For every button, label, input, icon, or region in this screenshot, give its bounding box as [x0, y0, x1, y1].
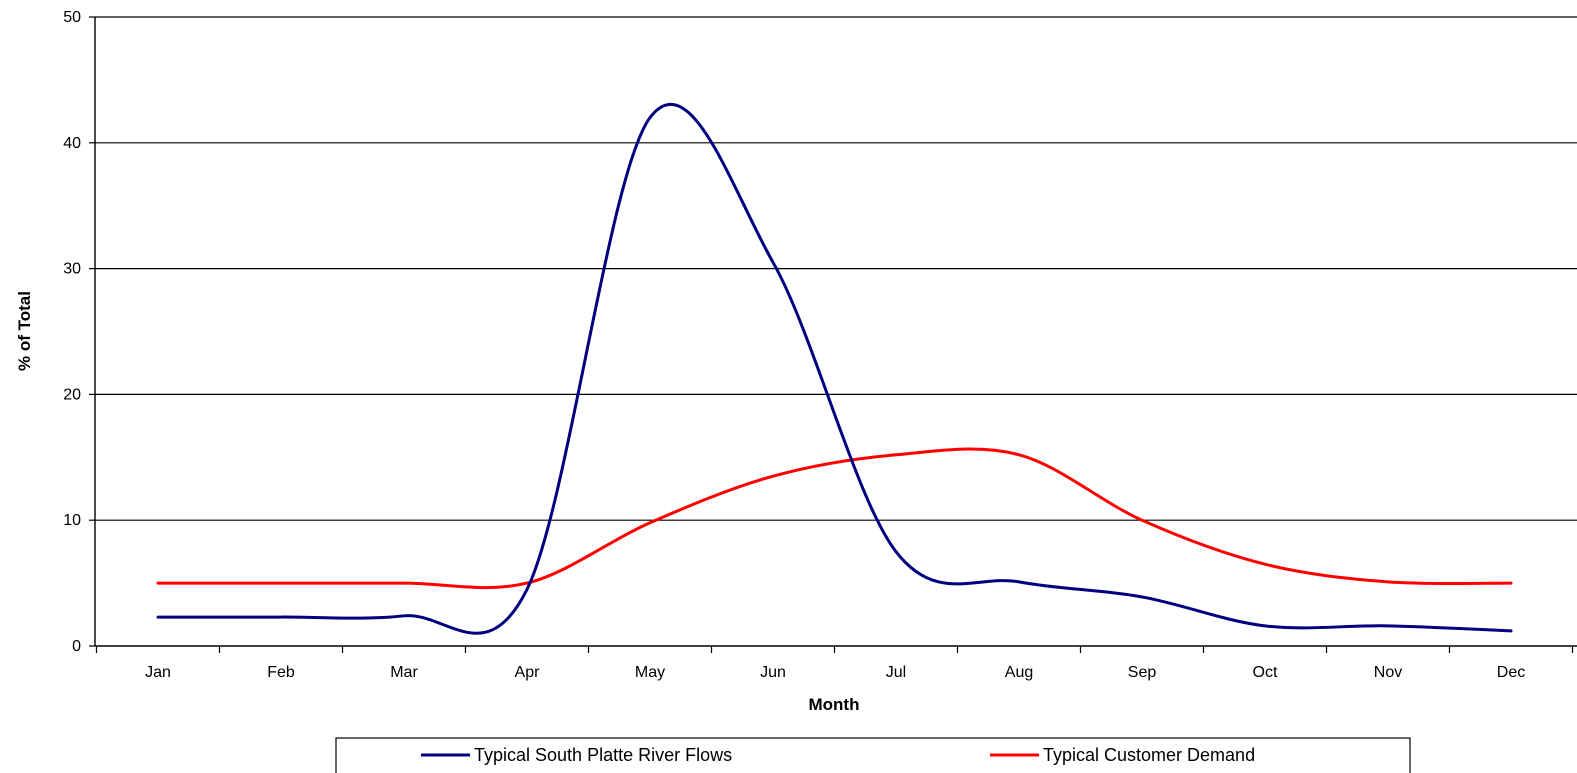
x-tick-label: Jun — [760, 664, 786, 681]
series-line-river-flows — [156, 102, 1513, 635]
x-tick-label: May — [635, 664, 665, 681]
x-tick-label: Apr — [515, 664, 541, 681]
y-tick-label: 20 — [63, 386, 81, 403]
y-axis-title: % of Total — [15, 291, 34, 371]
x-tick-label: Aug — [1005, 664, 1033, 681]
x-tick-label: Mar — [390, 664, 418, 681]
legend-box — [335, 737, 1411, 773]
y-tick-label: 30 — [63, 261, 81, 278]
x-tick-labels: Jan Feb Mar Apr May Jun Jul Aug Sep Oct Nov Dec — [145, 664, 1525, 681]
legend: Typical South Platte River Flows Typical… — [335, 737, 1411, 773]
axes — [89, 16, 1577, 653]
series-lines — [156, 102, 1513, 635]
y-tick-labels: 0 10 20 30 40 50 — [63, 9, 81, 655]
x-tick-label: Oct — [1253, 664, 1278, 681]
y-tick-label: 10 — [63, 512, 81, 529]
x-tick-label: Jul — [886, 664, 906, 681]
x-tick-label: Nov — [1374, 664, 1402, 681]
x-tick-label: Jan — [145, 664, 171, 681]
y-tick-label: 50 — [63, 9, 81, 26]
x-axis-title: Month — [809, 695, 860, 714]
legend-label-customer-demand: Typical Customer Demand — [1043, 745, 1255, 765]
y-tick-label: 0 — [72, 638, 81, 655]
gridlines — [95, 16, 1577, 521]
x-tick-label: Dec — [1497, 664, 1525, 681]
legend-label-river-flows: Typical South Platte River Flows — [474, 745, 732, 765]
series-line-customer-demand — [156, 447, 1513, 590]
x-tick-label: Sep — [1128, 664, 1157, 681]
y-tick-label: 40 — [63, 135, 81, 152]
x-tick-label: Feb — [267, 664, 295, 681]
